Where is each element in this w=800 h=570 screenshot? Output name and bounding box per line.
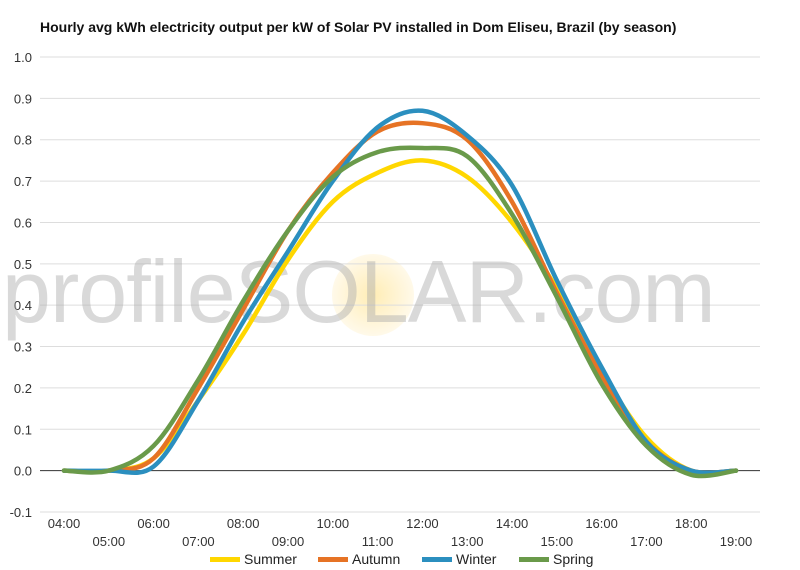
series-line-autumn xyxy=(61,120,739,476)
y-tick-label: 0.5 xyxy=(14,257,32,272)
legend-item-spring: Spring xyxy=(519,550,593,568)
x-tick-label: 10:00 xyxy=(317,516,350,531)
x-tick-label: 07:00 xyxy=(182,534,215,549)
x-tick-label: 12:00 xyxy=(406,516,439,531)
legend-item-autumn: Autumn xyxy=(318,550,400,568)
series-line-winter xyxy=(61,108,739,476)
y-tick-label: 0.1 xyxy=(14,422,32,437)
legend-swatch xyxy=(318,556,348,562)
y-tick-label: -0.1 xyxy=(10,505,32,520)
y-tick-label: 0.0 xyxy=(14,464,32,479)
legend-label: Autumn xyxy=(352,551,401,567)
x-tick-label: 05:00 xyxy=(93,534,126,549)
x-tick-label: 15:00 xyxy=(541,534,574,549)
x-tick-label: 04:00 xyxy=(48,516,81,531)
x-tick-label: 06:00 xyxy=(137,516,170,531)
y-tick-label: 0.6 xyxy=(14,215,32,230)
y-tick-label: 0.4 xyxy=(14,298,32,313)
legend-swatch xyxy=(210,556,240,562)
x-tick-label: 17:00 xyxy=(630,534,663,549)
series-line-spring xyxy=(61,145,739,479)
y-tick-label: 0.3 xyxy=(14,340,32,355)
watermark-sun-icon xyxy=(332,254,414,336)
watermark-text: profileSOLAR.com xyxy=(2,242,715,341)
legend-label: Spring xyxy=(553,551,594,567)
y-tick-label: 0.7 xyxy=(14,174,32,189)
legend-label: Summer xyxy=(244,551,297,567)
chart-legend: Summer Autumn Winter Spring xyxy=(0,550,800,568)
legend-label: Winter xyxy=(456,551,497,567)
x-tick-label: 08:00 xyxy=(227,516,260,531)
x-tick-label: 18:00 xyxy=(675,516,708,531)
y-tick-label: 0.9 xyxy=(14,91,32,106)
chart-title: Hourly avg kWh electricity output per kW… xyxy=(40,19,677,35)
y-tick-label: 0.8 xyxy=(14,133,32,148)
legend-item-winter: Winter xyxy=(422,550,496,568)
y-tick-label: 1.0 xyxy=(14,50,32,65)
y-tick-label: 0.2 xyxy=(14,381,32,396)
x-tick-label: 16:00 xyxy=(585,516,618,531)
watermark xyxy=(0,240,800,350)
x-tick-label: 13:00 xyxy=(451,534,484,549)
legend-item-summer: Summer xyxy=(210,550,297,568)
x-tick-label: 19:00 xyxy=(720,534,753,549)
legend-swatch xyxy=(519,556,549,562)
x-tick-label: 11:00 xyxy=(362,534,394,549)
x-tick-label: 14:00 xyxy=(496,516,529,531)
legend-swatch xyxy=(422,556,452,562)
x-tick-label: 09:00 xyxy=(272,534,305,549)
